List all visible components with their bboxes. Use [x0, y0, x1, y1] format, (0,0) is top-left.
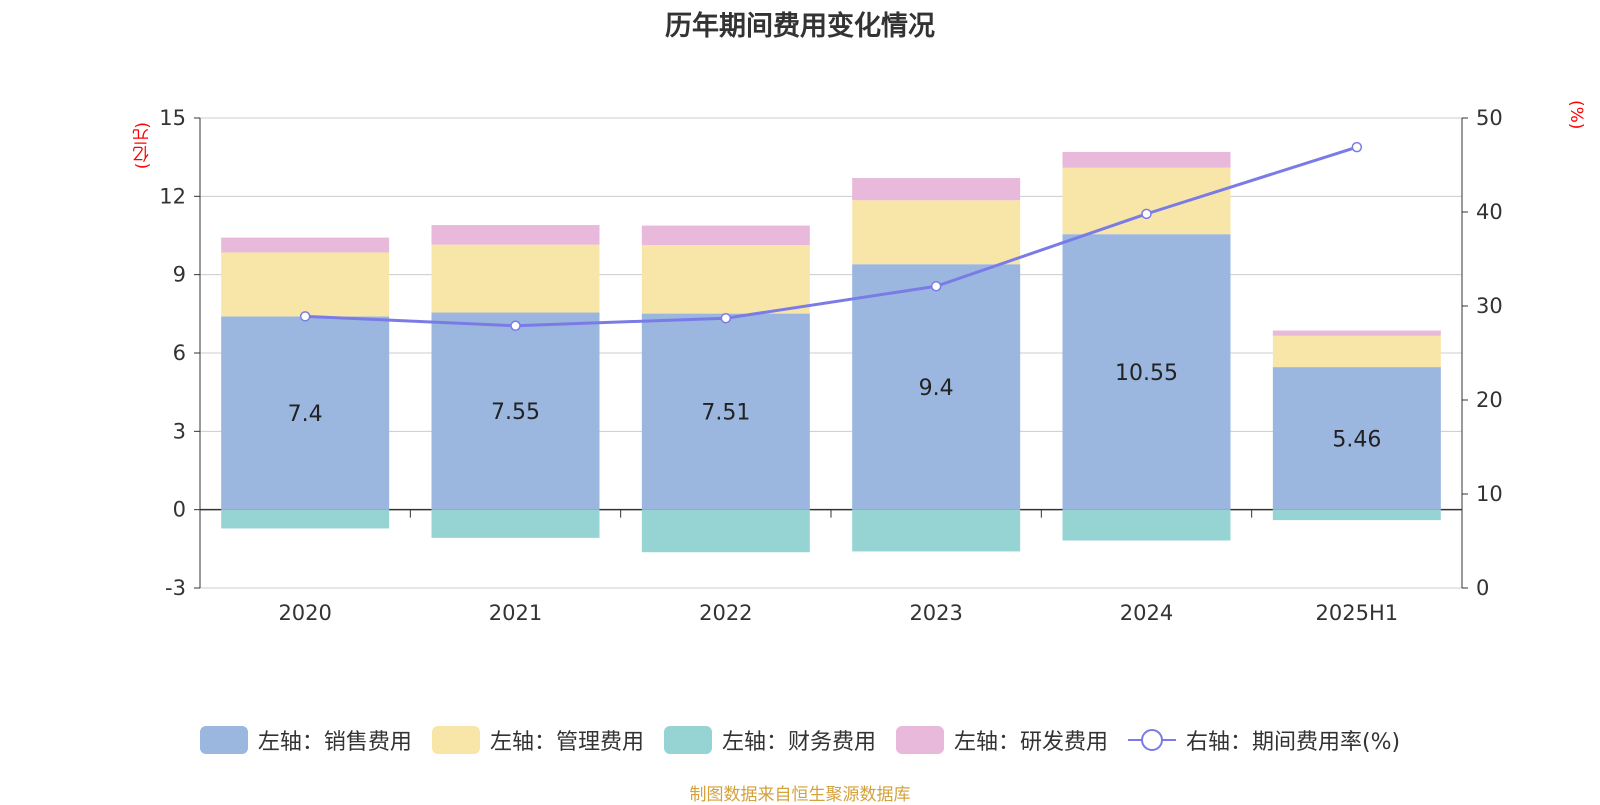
- bar-finance: [852, 509, 1021, 552]
- legend: 左轴：销售费用 左轴：管理费用 左轴：财务费用 左轴：研发费用 右轴：期间费用率…: [0, 720, 1600, 760]
- legend-label-rnd: 左轴：研发费用: [953, 730, 1108, 755]
- right-axis-tick-label: 10: [1476, 482, 1503, 506]
- legend-item-rnd[interactable]: 左轴：研发费用: [895, 724, 1108, 756]
- bar-rnd: [1062, 151, 1231, 168]
- legend-item-admin[interactable]: 左轴：管理费用: [431, 724, 644, 756]
- left-axis-tick-label: 15: [159, 106, 186, 130]
- bar-sales: [641, 313, 810, 510]
- rate-point: [720, 312, 732, 324]
- x-axis-tick-label: 2024: [1120, 601, 1173, 625]
- legend-swatch-admin: [431, 726, 480, 754]
- left-axis-tick-label: -3: [165, 576, 186, 600]
- legend-label-sales: 左轴：销售费用: [257, 730, 412, 755]
- rate-point: [1141, 208, 1152, 220]
- bar-rnd: [431, 225, 600, 245]
- right-axis-tick-label: 20: [1476, 388, 1503, 412]
- bar-data-label: 7.55: [491, 400, 540, 425]
- bar-sales: [431, 312, 600, 510]
- right-axis-tick-label: 0: [1476, 576, 1489, 600]
- legend-swatch-rnd: [895, 726, 944, 754]
- bar-data-label: 10.55: [1115, 361, 1178, 386]
- bar-finance: [221, 509, 390, 529]
- left-axis-tick-label: 9: [173, 263, 186, 287]
- bar-admin: [221, 252, 390, 317]
- left-axis-tick-label: 0: [173, 498, 186, 522]
- rate-point: [510, 320, 521, 331]
- x-axis-tick-label: 2022: [699, 601, 752, 625]
- legend-item-rate[interactable]: 右轴：期间费用率(%): [1127, 724, 1401, 756]
- rate-point: [930, 281, 942, 292]
- left-axis-tick-label: 12: [159, 184, 186, 208]
- bar-sales: [852, 264, 1021, 510]
- left-axis-tick-label: 6: [173, 341, 186, 365]
- right-axis-unit: (%): [1566, 100, 1586, 130]
- rate-point: [1351, 141, 1363, 153]
- legend-item-finance[interactable]: 左轴：财务费用: [663, 724, 876, 756]
- rate-line: [305, 145, 1358, 328]
- bar-sales: [1272, 367, 1441, 510]
- legend-label-rate: 右轴：期间费用率(%): [1185, 730, 1401, 755]
- chart-title: 历年期间费用变化情况: [665, 11, 935, 42]
- x-axis-tick-label: 2021: [489, 601, 542, 625]
- bar-rnd: [852, 178, 1021, 201]
- bar-admin: [641, 245, 810, 314]
- right-axis-tick-label: 30: [1476, 294, 1503, 318]
- bar-data-label: 9.4: [919, 376, 954, 401]
- bar-sales: [1062, 234, 1231, 510]
- bar-rnd: [1272, 330, 1441, 336]
- bar-data-label: 5.46: [1332, 427, 1381, 452]
- legend-label-admin: 左轴：管理费用: [489, 730, 644, 755]
- bar-finance: [431, 509, 600, 538]
- left-axis-tick-label: 3: [173, 419, 186, 443]
- bar-sales: [221, 316, 390, 510]
- bar-rnd: [641, 225, 810, 246]
- bar-admin: [1062, 167, 1231, 235]
- legend-swatch-sales: [199, 726, 248, 754]
- right-axis-tick-label: 50: [1476, 106, 1503, 130]
- bar-finance: [1062, 509, 1231, 541]
- bar-admin: [852, 200, 1021, 265]
- bar-admin: [431, 244, 600, 313]
- x-axis-tick-label: 2023: [909, 601, 962, 625]
- bar-data-label: 7.51: [701, 401, 750, 426]
- legend-item-sales[interactable]: 左轴：销售费用: [199, 724, 412, 756]
- bar-finance: [1272, 509, 1441, 521]
- legend-label-finance: 左轴：财务费用: [721, 730, 876, 755]
- x-axis-tick-label: 2020: [278, 601, 331, 625]
- x-axis-tick-label: 2025H1: [1316, 601, 1399, 625]
- right-axis-tick-label: 40: [1476, 200, 1503, 224]
- legend-swatch-finance: [663, 726, 712, 754]
- bar-admin: [1272, 335, 1441, 368]
- plot-area: -3 0 3 6 9 12 15 0 10 20 30 40 50 7.4 2020 7.55 2021 7.51…: [159, 106, 1503, 625]
- bar-data-label: 7.4: [288, 402, 323, 427]
- data-source-note: 制图数据来自恒生聚源数据库: [689, 785, 911, 805]
- bar-finance: [641, 509, 810, 553]
- rate-point: [299, 311, 311, 322]
- legend-swatch-rate: [1127, 729, 1176, 751]
- bar-rnd: [221, 237, 390, 253]
